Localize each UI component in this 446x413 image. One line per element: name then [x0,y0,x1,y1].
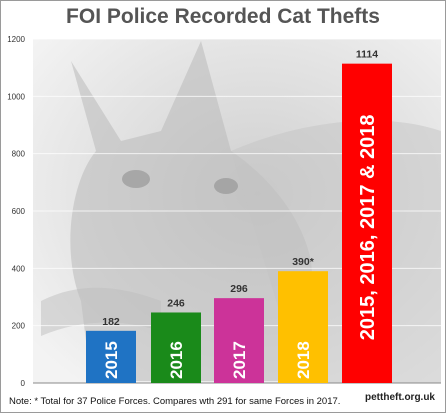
y-tick-label-1000: 1000 [7,92,25,101]
value-label-2: 296 [230,283,248,295]
bar-1 [151,312,201,383]
source-credit: pettheft.org.uk [365,392,435,403]
chart-title: FOI Police Recorded Cat Thefts [66,5,380,28]
footnote: Note: * Total for 37 Police Forces. Comp… [9,396,341,407]
value-label-1: 246 [167,297,185,309]
value-label-0: 182 [102,316,120,328]
value-label-3: 390* [292,256,315,268]
y-tick-label-400: 400 [12,264,26,273]
y-tick-label-800: 800 [12,150,26,159]
value-labels: 182 2015 246 2016 296 2017 390* 2018 1114 2015, 2… [102,49,379,379]
value-label-4: 1114 [356,49,378,61]
y-tick-label-0: 0 [21,379,26,388]
bar-2 [214,298,264,383]
y-tick-label-200: 200 [12,322,26,331]
category-label-4: 2015, 2016, 2017 & 2018 [357,114,379,340]
category-label-0: 2015 [102,341,121,379]
category-label-3: 2018 [294,341,313,379]
bars [86,63,392,384]
y-tick-label-600: 600 [12,207,26,216]
bar-0 [86,330,136,383]
y-tick-label-1200: 1200 [7,35,25,44]
category-label-2: 2017 [230,341,249,379]
bar-3 [278,271,328,383]
bar-4 [342,63,392,384]
category-label-1: 2016 [167,341,186,379]
